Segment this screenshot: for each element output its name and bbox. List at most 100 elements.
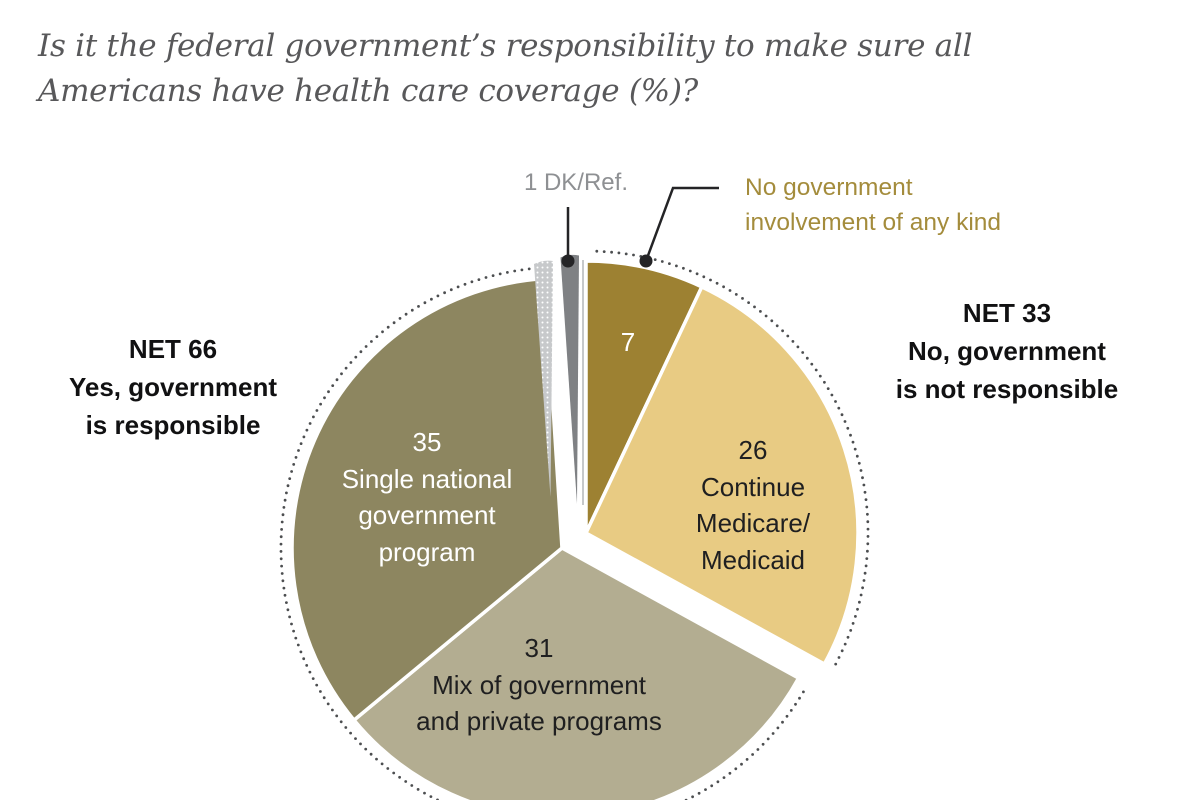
pie-slice-mix-government-private bbox=[351, 545, 801, 800]
slice-31-text-line1: Mix of government bbox=[432, 669, 646, 700]
arc-dot bbox=[279, 542, 283, 546]
slice-7-label: 7 bbox=[596, 324, 660, 361]
net33-value: NET 33 bbox=[962, 298, 1052, 328]
arc-dot bbox=[751, 753, 754, 756]
arc-dot bbox=[527, 267, 531, 271]
arc-dot bbox=[702, 275, 706, 279]
arc-dot bbox=[283, 593, 287, 597]
arc-dot bbox=[416, 788, 420, 791]
arc-dot bbox=[759, 310, 762, 313]
arc-dot bbox=[753, 305, 756, 309]
arc-dot bbox=[761, 742, 765, 746]
arc-dot bbox=[747, 301, 750, 304]
arc-dot bbox=[710, 784, 714, 788]
no-involvement-label: No government involvement of any kind bbox=[745, 170, 1075, 240]
chart-title-line1: Is it the federal government’s responsib… bbox=[38, 28, 973, 64]
arc-dot bbox=[728, 771, 732, 775]
arc-dot bbox=[449, 288, 453, 292]
arc-dot bbox=[682, 266, 685, 270]
arc-dot bbox=[653, 258, 657, 261]
arc-dot bbox=[279, 535, 283, 539]
arc-dot bbox=[294, 456, 298, 459]
arc-dot bbox=[801, 351, 805, 354]
arc-dot bbox=[764, 314, 768, 318]
arc-dot bbox=[288, 615, 291, 619]
pie-slice-no-government-involvement bbox=[584, 259, 705, 534]
arc-dot bbox=[660, 260, 664, 263]
arc-dot bbox=[285, 491, 288, 495]
arc-dot bbox=[722, 776, 726, 779]
arc-dot bbox=[856, 607, 859, 611]
arc-dot bbox=[858, 600, 861, 604]
slice-31-value: 31 bbox=[524, 633, 554, 663]
arc-dot bbox=[745, 758, 749, 761]
arc-dot bbox=[280, 520, 284, 524]
slice-35-label: 35 Single national government program bbox=[277, 424, 577, 570]
arc-dot bbox=[722, 285, 725, 289]
arc-dot bbox=[380, 762, 384, 766]
arc-dot bbox=[602, 250, 606, 254]
arc-dot bbox=[814, 368, 818, 372]
arc-dot bbox=[386, 325, 390, 329]
arc-dot bbox=[734, 767, 738, 771]
arc-dot bbox=[463, 282, 467, 286]
arc-dot bbox=[349, 361, 353, 364]
slice-35-text-line3: program bbox=[378, 536, 476, 567]
arc-dot bbox=[834, 662, 838, 666]
arc-dot bbox=[864, 564, 868, 568]
arc-dot bbox=[308, 670, 312, 674]
arc-dot bbox=[364, 345, 368, 348]
arc-dot bbox=[339, 720, 343, 724]
arc-dot bbox=[617, 251, 621, 255]
arc-dot bbox=[794, 702, 797, 706]
arc-dot bbox=[837, 406, 841, 410]
arc-dot bbox=[697, 791, 701, 795]
arc-dot bbox=[840, 413, 844, 417]
arc-dot bbox=[818, 374, 822, 378]
arc-dot bbox=[849, 629, 853, 632]
arc-dot bbox=[423, 791, 426, 795]
net66-label: NET 66 Yes, government is responsible bbox=[23, 330, 323, 444]
pie-slice-single-national-program bbox=[290, 276, 564, 723]
arc-dot bbox=[728, 289, 732, 292]
arc-dot bbox=[323, 396, 326, 400]
arc-dot bbox=[506, 271, 509, 274]
arc-dot bbox=[756, 748, 760, 751]
arc-dot bbox=[477, 278, 481, 281]
chart-title: Is it the federal government’s responsib… bbox=[38, 24, 1068, 114]
net66-text-line1: Yes, government bbox=[68, 372, 278, 402]
arc-dot bbox=[610, 250, 613, 254]
arc-dot bbox=[859, 469, 863, 472]
arc-dot bbox=[340, 372, 343, 376]
arc-dot bbox=[675, 264, 678, 268]
arc-dot bbox=[443, 291, 446, 295]
arc-dot bbox=[520, 268, 524, 272]
arc-dot bbox=[770, 319, 774, 323]
arc-dot bbox=[771, 732, 775, 735]
slice-26-text-line2: Medicare/ bbox=[695, 508, 811, 538]
slice-26-value: 26 bbox=[738, 435, 768, 465]
arc-dot bbox=[331, 384, 335, 387]
arc-dot bbox=[312, 415, 315, 419]
arc-dot bbox=[857, 461, 861, 465]
arc-dot bbox=[688, 269, 692, 273]
arc-dot bbox=[335, 714, 339, 718]
arc-dot bbox=[354, 355, 358, 359]
arc-dot bbox=[791, 340, 795, 343]
arc-dot bbox=[417, 305, 420, 308]
arc-dot bbox=[865, 505, 869, 509]
dk-ref-slice bbox=[560, 254, 579, 504]
arc-dot bbox=[781, 720, 784, 724]
arc-dot bbox=[430, 297, 433, 301]
arc-dot bbox=[734, 293, 738, 296]
arc-dot bbox=[423, 301, 427, 305]
arc-dot bbox=[863, 571, 867, 575]
arc-dot bbox=[853, 447, 857, 451]
net33-label: NET 33 No, government is not responsible bbox=[857, 294, 1157, 408]
arc-dot bbox=[282, 506, 286, 509]
arc-dot bbox=[781, 329, 784, 333]
arc-dot bbox=[280, 564, 283, 568]
net66-value: NET 66 bbox=[128, 334, 218, 364]
dk-ref-ghost-slice bbox=[534, 260, 553, 497]
arc-dot bbox=[280, 572, 284, 575]
